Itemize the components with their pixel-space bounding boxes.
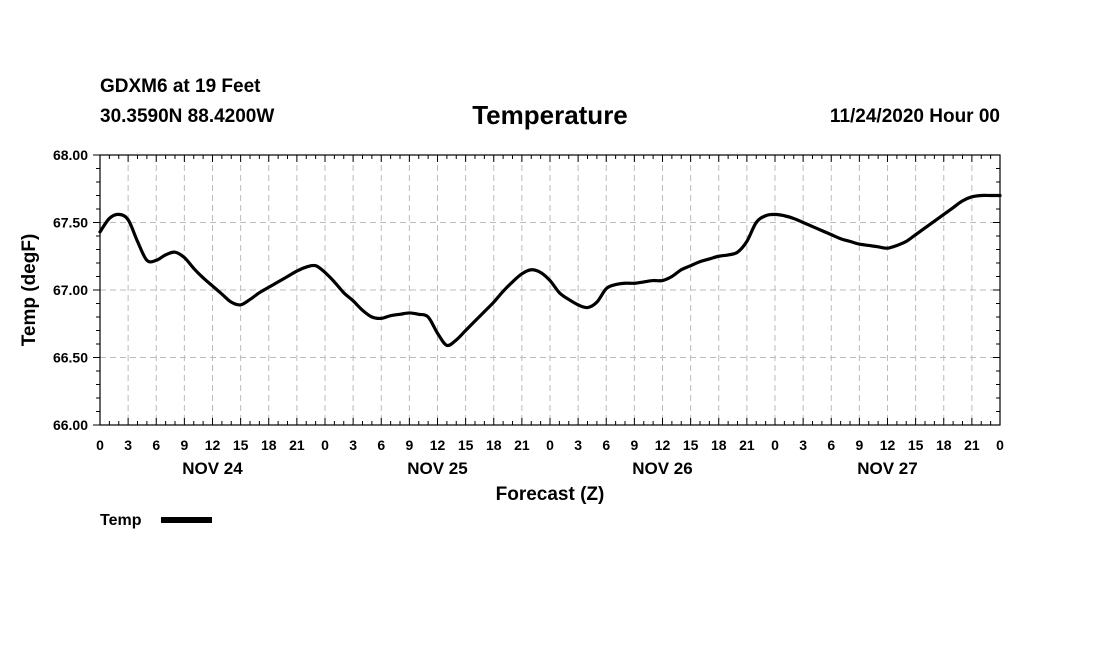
x-tick-label: 18 bbox=[261, 437, 277, 453]
x-tick-label: 9 bbox=[855, 437, 863, 453]
x-tick-label: 9 bbox=[630, 437, 638, 453]
x-tick-label: 21 bbox=[739, 437, 755, 453]
x-tick-label: 0 bbox=[321, 437, 329, 453]
x-tick-label: 0 bbox=[96, 437, 104, 453]
tick-marks bbox=[93, 154, 1001, 426]
x-tick-label: 15 bbox=[683, 437, 699, 453]
legend-label-temp: Temp bbox=[100, 512, 142, 529]
x-tick-label: 3 bbox=[799, 437, 807, 453]
x-tick-label: 15 bbox=[908, 437, 924, 453]
x-tick-label: 12 bbox=[430, 437, 446, 453]
x-tick-label: 18 bbox=[711, 437, 727, 453]
x-tick-label: 9 bbox=[405, 437, 413, 453]
x-tick-label: 15 bbox=[458, 437, 474, 453]
x-tick-label: 12 bbox=[655, 437, 671, 453]
x-tick-label: 21 bbox=[964, 437, 980, 453]
x-tick-label: 12 bbox=[205, 437, 221, 453]
x-tick-label: 0 bbox=[546, 437, 554, 453]
x-tick-label: 6 bbox=[827, 437, 835, 453]
x-tick-label: 0 bbox=[996, 437, 1004, 453]
x-tick-label: 3 bbox=[574, 437, 582, 453]
y-tick-label: 67.50 bbox=[53, 215, 88, 231]
station-coordinates: 30.3590N 88.4200W bbox=[100, 106, 275, 127]
x-tick-label: 15 bbox=[233, 437, 249, 453]
x-tick-label: 3 bbox=[124, 437, 132, 453]
y-tick-label: 67.00 bbox=[53, 282, 88, 298]
x-axis-title: Forecast (Z) bbox=[496, 484, 605, 505]
x-tick-label: 21 bbox=[514, 437, 530, 453]
y-tick-label: 68.00 bbox=[53, 147, 88, 163]
x-tick-label: 18 bbox=[486, 437, 502, 453]
y-axis-title: Temp (degF) bbox=[19, 234, 40, 347]
x-tick-label: 12 bbox=[880, 437, 896, 453]
legend: Temp bbox=[100, 512, 212, 529]
chart-title: Temperature bbox=[472, 100, 628, 130]
x-tick-label: 3 bbox=[349, 437, 357, 453]
series-layer bbox=[98, 193, 1002, 348]
grid-lines bbox=[100, 155, 1000, 425]
date-label: NOV 25 bbox=[407, 459, 467, 478]
date-label: NOV 26 bbox=[632, 459, 692, 478]
forecast-run-time: 11/24/2020 Hour 00 bbox=[829, 106, 1000, 127]
x-tick-label: 18 bbox=[936, 437, 952, 453]
station-name: GDXM6 at 19 Feet bbox=[100, 76, 261, 97]
x-tick-label: 9 bbox=[180, 437, 188, 453]
date-label: NOV 27 bbox=[857, 459, 917, 478]
x-tick-label: 6 bbox=[602, 437, 610, 453]
date-label: NOV 24 bbox=[182, 459, 243, 478]
x-tick-label: 21 bbox=[289, 437, 305, 453]
series-line-temp bbox=[98, 193, 1002, 348]
x-tick-label: 0 bbox=[771, 437, 779, 453]
x-tick-label: 6 bbox=[152, 437, 160, 453]
x-tick-label: 6 bbox=[377, 437, 385, 453]
y-tick-label: 66.50 bbox=[53, 350, 88, 366]
tick-labels: 66.00 66.50 67.00 67.50 68.00 0 3 6 9 12 15 18 21 0 3 6… bbox=[53, 147, 1004, 478]
y-tick-label: 66.00 bbox=[53, 417, 88, 433]
